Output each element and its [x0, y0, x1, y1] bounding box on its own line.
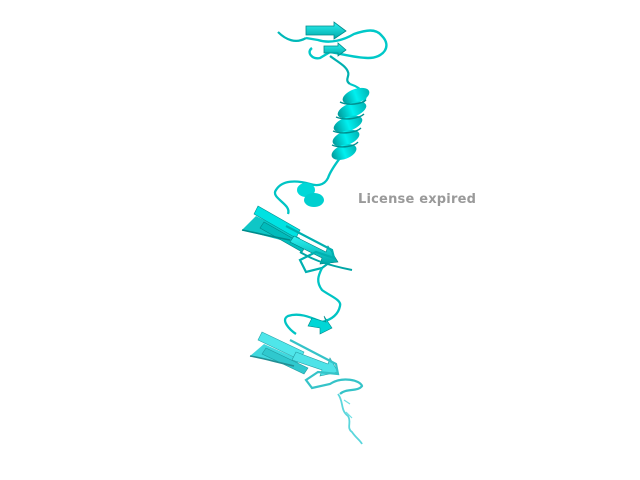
beta-strand-arrow [307, 315, 333, 335]
beta-strand-arrow [323, 42, 347, 57]
top-sheet-domain [277, 21, 388, 85]
alpha-helix [331, 82, 370, 160]
middle-sheet-domain [241, 205, 353, 274]
license-expired-watermark: License expired [358, 192, 477, 207]
beta-strand-arrow [305, 21, 347, 40]
lower-sheet-domain [249, 331, 364, 395]
